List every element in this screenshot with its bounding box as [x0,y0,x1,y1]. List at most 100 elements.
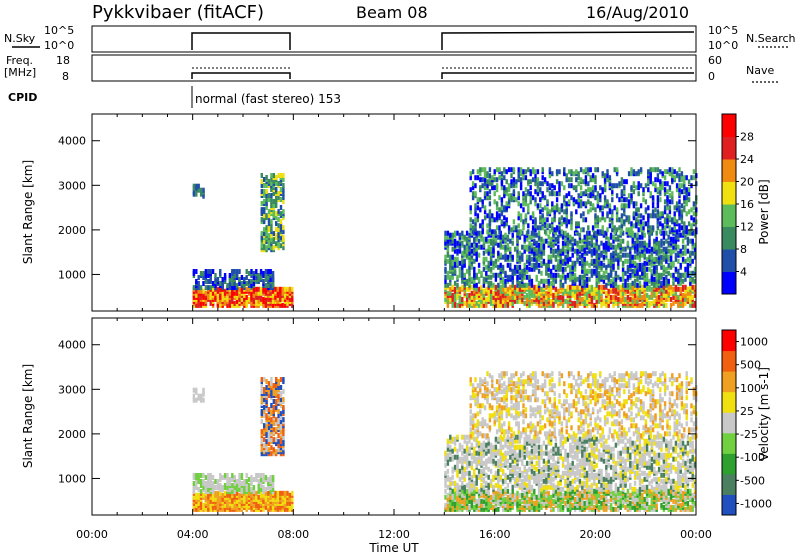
data-cell [549,288,553,294]
data-cell [595,270,598,276]
data-cell [569,272,572,278]
data-cell [672,272,675,278]
data-cell [235,498,239,504]
data-cell [192,285,196,291]
data-cell [453,248,457,254]
data-cell [275,215,278,221]
data-cell [535,274,538,280]
data-cell [263,227,266,233]
data-cell [477,268,481,274]
data-cell [272,245,275,251]
data-cell [633,244,637,250]
data-cell [548,209,552,215]
data-cell [523,266,526,272]
data-cell [243,283,246,288]
data-cell [573,238,577,244]
data-cell [279,243,283,249]
data-cell [612,294,615,300]
data-cell [633,254,637,260]
data-cell [226,283,229,288]
data-cell [263,189,266,194]
data-cell [240,286,244,292]
data-cell [535,258,538,264]
data-cell [223,273,227,278]
data-cell [507,167,511,173]
data-cell [566,240,570,246]
data-cell [204,485,208,490]
data-cell [639,227,643,233]
data-cell [257,487,260,492]
data-cell [262,279,265,284]
data-cell [523,300,526,306]
data-cell [515,197,518,203]
data-cell [516,264,519,270]
data-cell [226,498,229,504]
data-cell [689,298,692,304]
data-cell [216,296,220,302]
data-cell [456,282,459,288]
data-cell [535,498,538,504]
data-cell [506,294,510,300]
data-cell [512,189,516,195]
data-cell [549,298,553,304]
data-cell [446,290,450,296]
data-cell [528,274,531,280]
data-cell [461,296,464,302]
data-cell [618,181,621,187]
data-cell [595,286,598,292]
data-cell [519,203,523,209]
data-cell [662,276,666,282]
data-cell [595,280,598,286]
data-cell [650,258,654,264]
data-cell [687,187,691,193]
data-cell [573,504,577,510]
data-cell [571,284,574,290]
data-cell [453,262,457,268]
data-cell [667,248,670,254]
data-cell [474,211,477,217]
data-cell [582,179,585,185]
data-cell [471,229,475,235]
data-cell [506,234,510,240]
data-cell [590,284,594,290]
data-cell [684,244,687,250]
data-cell [674,276,678,282]
data-cell [488,173,492,179]
data-cell [636,282,639,288]
data-cell [641,284,644,290]
data-cell [501,276,505,282]
data-cell [453,238,457,244]
data-cell [679,252,682,258]
data-cell [552,252,555,258]
data-cell [492,234,495,240]
data-cell [519,229,523,235]
data-cell [642,197,645,203]
data-cell [542,296,546,302]
data-cell [540,260,543,266]
data-cell [588,288,591,294]
data-cell [499,262,502,268]
data-cell [469,187,472,193]
data-cell [489,292,493,298]
data-cell [561,496,565,502]
data-cell [684,258,687,264]
data-cell [684,270,687,276]
data-cell [579,185,583,191]
data-cell [494,496,498,502]
data-cell [511,496,514,502]
data-cell [529,199,532,205]
data-cell [530,288,534,294]
data-cell [231,483,234,488]
data-cell [601,229,604,235]
data-cell [559,274,562,280]
data-cell [519,181,523,187]
data-cell [561,492,565,498]
data-cell [482,288,486,294]
data-cell [444,234,447,240]
data-cell [499,266,502,272]
data-cell [606,211,609,217]
data-cell [575,199,578,205]
data-cell [456,274,459,280]
data-cell [582,191,585,197]
data-cell [621,252,625,258]
